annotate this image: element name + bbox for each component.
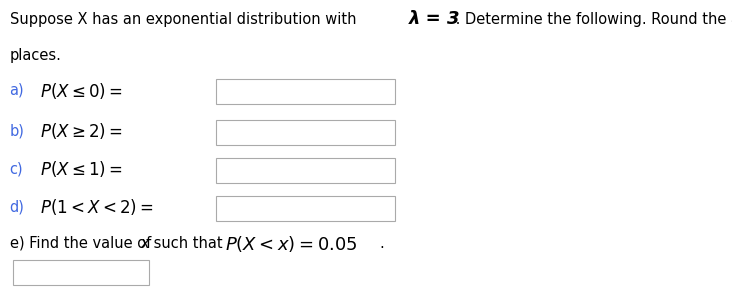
Text: places.: places. xyxy=(10,48,61,63)
Text: d): d) xyxy=(10,199,24,214)
Text: x: x xyxy=(141,236,149,251)
Text: c): c) xyxy=(10,162,23,177)
FancyBboxPatch shape xyxy=(216,120,395,145)
Text: b): b) xyxy=(10,124,24,139)
Text: $P(X \leq 0) =$: $P(X \leq 0) =$ xyxy=(40,81,123,101)
Text: $P(X < x) = 0.05$: $P(X < x) = 0.05$ xyxy=(225,234,358,254)
Text: a): a) xyxy=(10,83,24,98)
FancyBboxPatch shape xyxy=(216,158,395,183)
FancyBboxPatch shape xyxy=(216,79,395,104)
Text: . Determine the following. Round the answers to 3 decimal: . Determine the following. Round the ans… xyxy=(451,12,732,27)
Text: λ = 3: λ = 3 xyxy=(408,10,460,28)
Text: such that: such that xyxy=(149,236,231,251)
Text: e) Find the value of: e) Find the value of xyxy=(10,236,155,251)
Text: $P(X \leq 1) =$: $P(X \leq 1) =$ xyxy=(40,159,123,179)
Text: $P(X \geq 2) =$: $P(X \geq 2) =$ xyxy=(40,121,123,141)
FancyBboxPatch shape xyxy=(13,260,149,285)
Text: .: . xyxy=(379,236,384,251)
Text: $P(1 < X < 2) =$: $P(1 < X < 2) =$ xyxy=(40,197,154,217)
FancyBboxPatch shape xyxy=(216,196,395,221)
Text: Suppose X has an exponential distribution with: Suppose X has an exponential distributio… xyxy=(10,12,365,27)
